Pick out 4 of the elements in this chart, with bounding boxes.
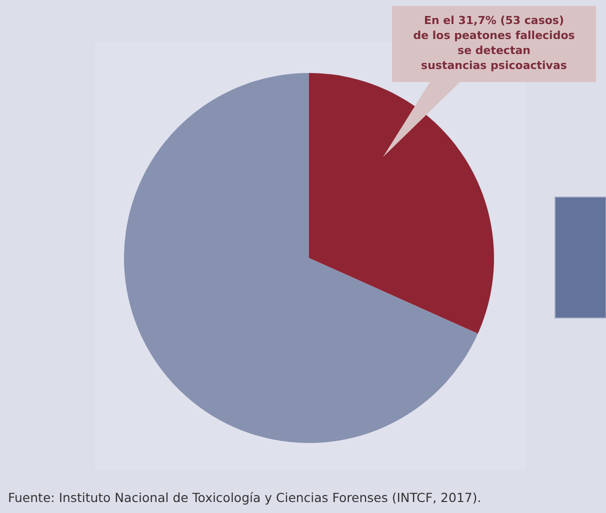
text: En el 31,7% (53 casos) de los peatones fallecidos se detectan sustancias psicoactivas <box>413 14 576 72</box>
pie-slice <box>309 73 494 334</box>
pie-slice <box>124 73 478 443</box>
source-note: Fuente: Instituto Nacional de Toxicología y Ciencias Forenses (INTCF, 2017). <box>8 490 482 505</box>
